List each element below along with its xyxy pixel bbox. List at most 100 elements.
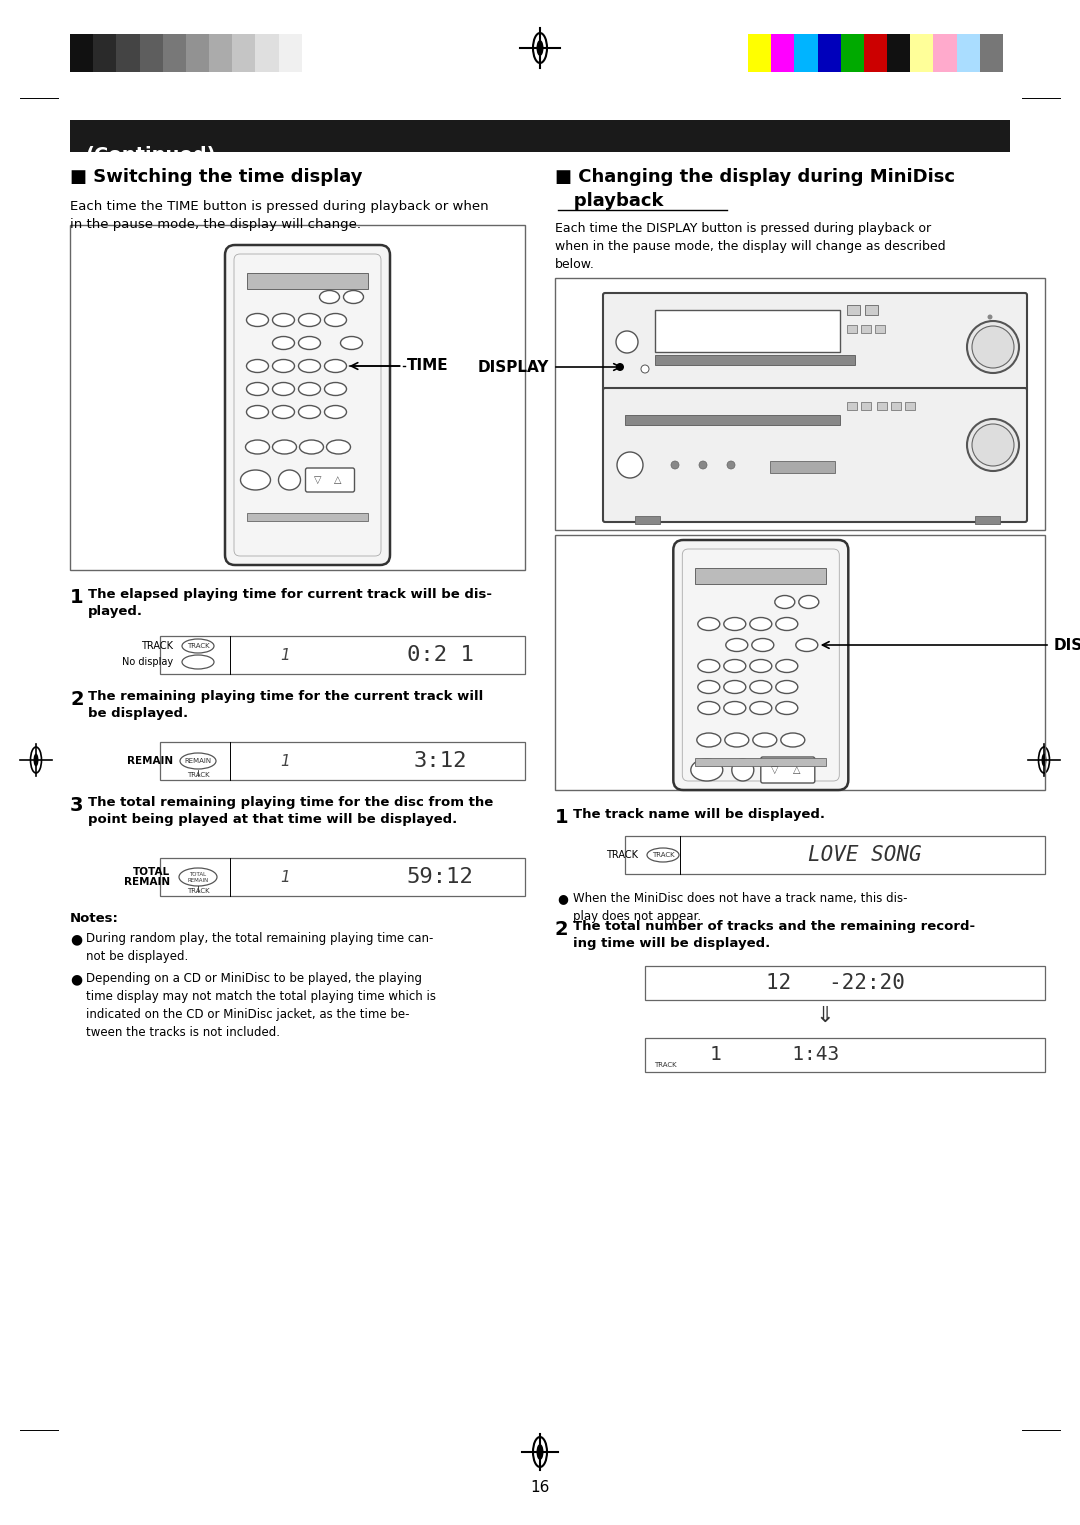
Ellipse shape	[967, 320, 1020, 374]
Text: ●: ●	[70, 971, 82, 987]
Ellipse shape	[246, 406, 269, 418]
Ellipse shape	[753, 734, 777, 747]
Ellipse shape	[750, 702, 772, 715]
Ellipse shape	[298, 314, 321, 326]
Ellipse shape	[246, 383, 269, 395]
Bar	[247, 273, 368, 290]
Ellipse shape	[699, 461, 707, 470]
FancyBboxPatch shape	[603, 293, 1027, 392]
Bar	[635, 515, 660, 525]
Text: TRACK: TRACK	[187, 644, 210, 650]
Text: TRACK: TRACK	[606, 849, 638, 860]
Ellipse shape	[299, 441, 324, 454]
Ellipse shape	[1041, 753, 1047, 767]
Ellipse shape	[691, 759, 723, 781]
Ellipse shape	[298, 406, 321, 418]
Text: ▽: ▽	[771, 766, 779, 775]
Text: △: △	[793, 766, 800, 775]
Bar	[645, 965, 1045, 1000]
Text: 1      1:43: 1 1:43	[711, 1046, 839, 1064]
Bar	[301, 34, 325, 72]
Bar	[771, 34, 795, 72]
Bar	[861, 403, 870, 410]
Ellipse shape	[33, 753, 39, 767]
Text: TRACK: TRACK	[187, 888, 210, 894]
Ellipse shape	[534, 34, 546, 63]
Bar	[555, 535, 1045, 790]
Ellipse shape	[987, 314, 993, 320]
Bar	[696, 567, 826, 584]
Bar	[117, 34, 139, 72]
Ellipse shape	[272, 441, 297, 454]
Text: 12   -22:20: 12 -22:20	[766, 973, 904, 993]
Bar	[654, 355, 855, 364]
Ellipse shape	[30, 747, 41, 773]
Text: During random play, the total remaining playing time can-
not be displayed.: During random play, the total remaining …	[86, 932, 433, 962]
Bar	[865, 305, 878, 316]
Text: REMAIN: REMAIN	[187, 877, 208, 883]
Ellipse shape	[324, 383, 347, 395]
Bar	[160, 859, 525, 897]
Text: 2: 2	[70, 689, 83, 709]
Ellipse shape	[183, 656, 214, 669]
FancyBboxPatch shape	[760, 756, 814, 782]
Ellipse shape	[616, 331, 638, 352]
Text: TRACK: TRACK	[653, 1061, 676, 1067]
Bar	[139, 34, 163, 72]
Ellipse shape	[272, 337, 295, 349]
Ellipse shape	[724, 618, 746, 630]
Text: Each time the DISPLAY button is pressed during playback or
when in the pause mod: Each time the DISPLAY button is pressed …	[555, 223, 946, 271]
Bar	[279, 34, 301, 72]
Ellipse shape	[1039, 747, 1050, 773]
Text: 59:12: 59:12	[406, 868, 473, 888]
Bar	[748, 34, 771, 72]
Bar	[93, 34, 117, 72]
Bar	[645, 1039, 1045, 1072]
Text: DISPLAY: DISPLAY	[477, 360, 549, 375]
Ellipse shape	[272, 360, 295, 372]
Ellipse shape	[775, 702, 798, 715]
Text: ●: ●	[70, 932, 82, 946]
Ellipse shape	[752, 639, 773, 651]
Ellipse shape	[750, 659, 772, 673]
Bar	[877, 403, 887, 410]
FancyBboxPatch shape	[673, 540, 848, 790]
Bar	[875, 325, 885, 332]
Ellipse shape	[272, 406, 295, 418]
Bar	[70, 120, 1010, 152]
Ellipse shape	[537, 40, 543, 56]
Text: 3: 3	[70, 796, 83, 814]
Text: TIME: TIME	[406, 358, 448, 374]
Text: LOVE SONG: LOVE SONG	[808, 845, 922, 865]
Text: 16: 16	[530, 1481, 550, 1496]
Bar	[625, 415, 840, 425]
Text: ⇓: ⇓	[815, 1006, 835, 1026]
Text: playback: playback	[555, 192, 663, 210]
Bar	[847, 403, 858, 410]
Text: 2: 2	[555, 920, 569, 939]
Bar	[905, 403, 915, 410]
Text: ■ Switching the time display: ■ Switching the time display	[70, 168, 363, 186]
Bar	[654, 310, 840, 352]
Bar	[256, 34, 279, 72]
Ellipse shape	[732, 759, 754, 781]
Ellipse shape	[750, 618, 772, 630]
Text: 3:12: 3:12	[414, 750, 467, 772]
Text: 0:2 1: 0:2 1	[406, 645, 473, 665]
Text: TRACK: TRACK	[651, 852, 674, 859]
Bar	[847, 325, 858, 332]
Text: TRACK: TRACK	[187, 772, 210, 778]
Text: TOTAL: TOTAL	[189, 871, 206, 877]
Bar	[160, 743, 525, 779]
Ellipse shape	[726, 639, 747, 651]
Bar	[957, 34, 980, 72]
Bar	[861, 325, 870, 332]
Ellipse shape	[298, 337, 321, 349]
Bar	[210, 34, 232, 72]
Bar	[186, 34, 210, 72]
Ellipse shape	[272, 383, 295, 395]
Ellipse shape	[272, 314, 295, 326]
Ellipse shape	[183, 639, 214, 653]
Text: △: △	[334, 474, 341, 485]
Bar	[696, 758, 826, 766]
